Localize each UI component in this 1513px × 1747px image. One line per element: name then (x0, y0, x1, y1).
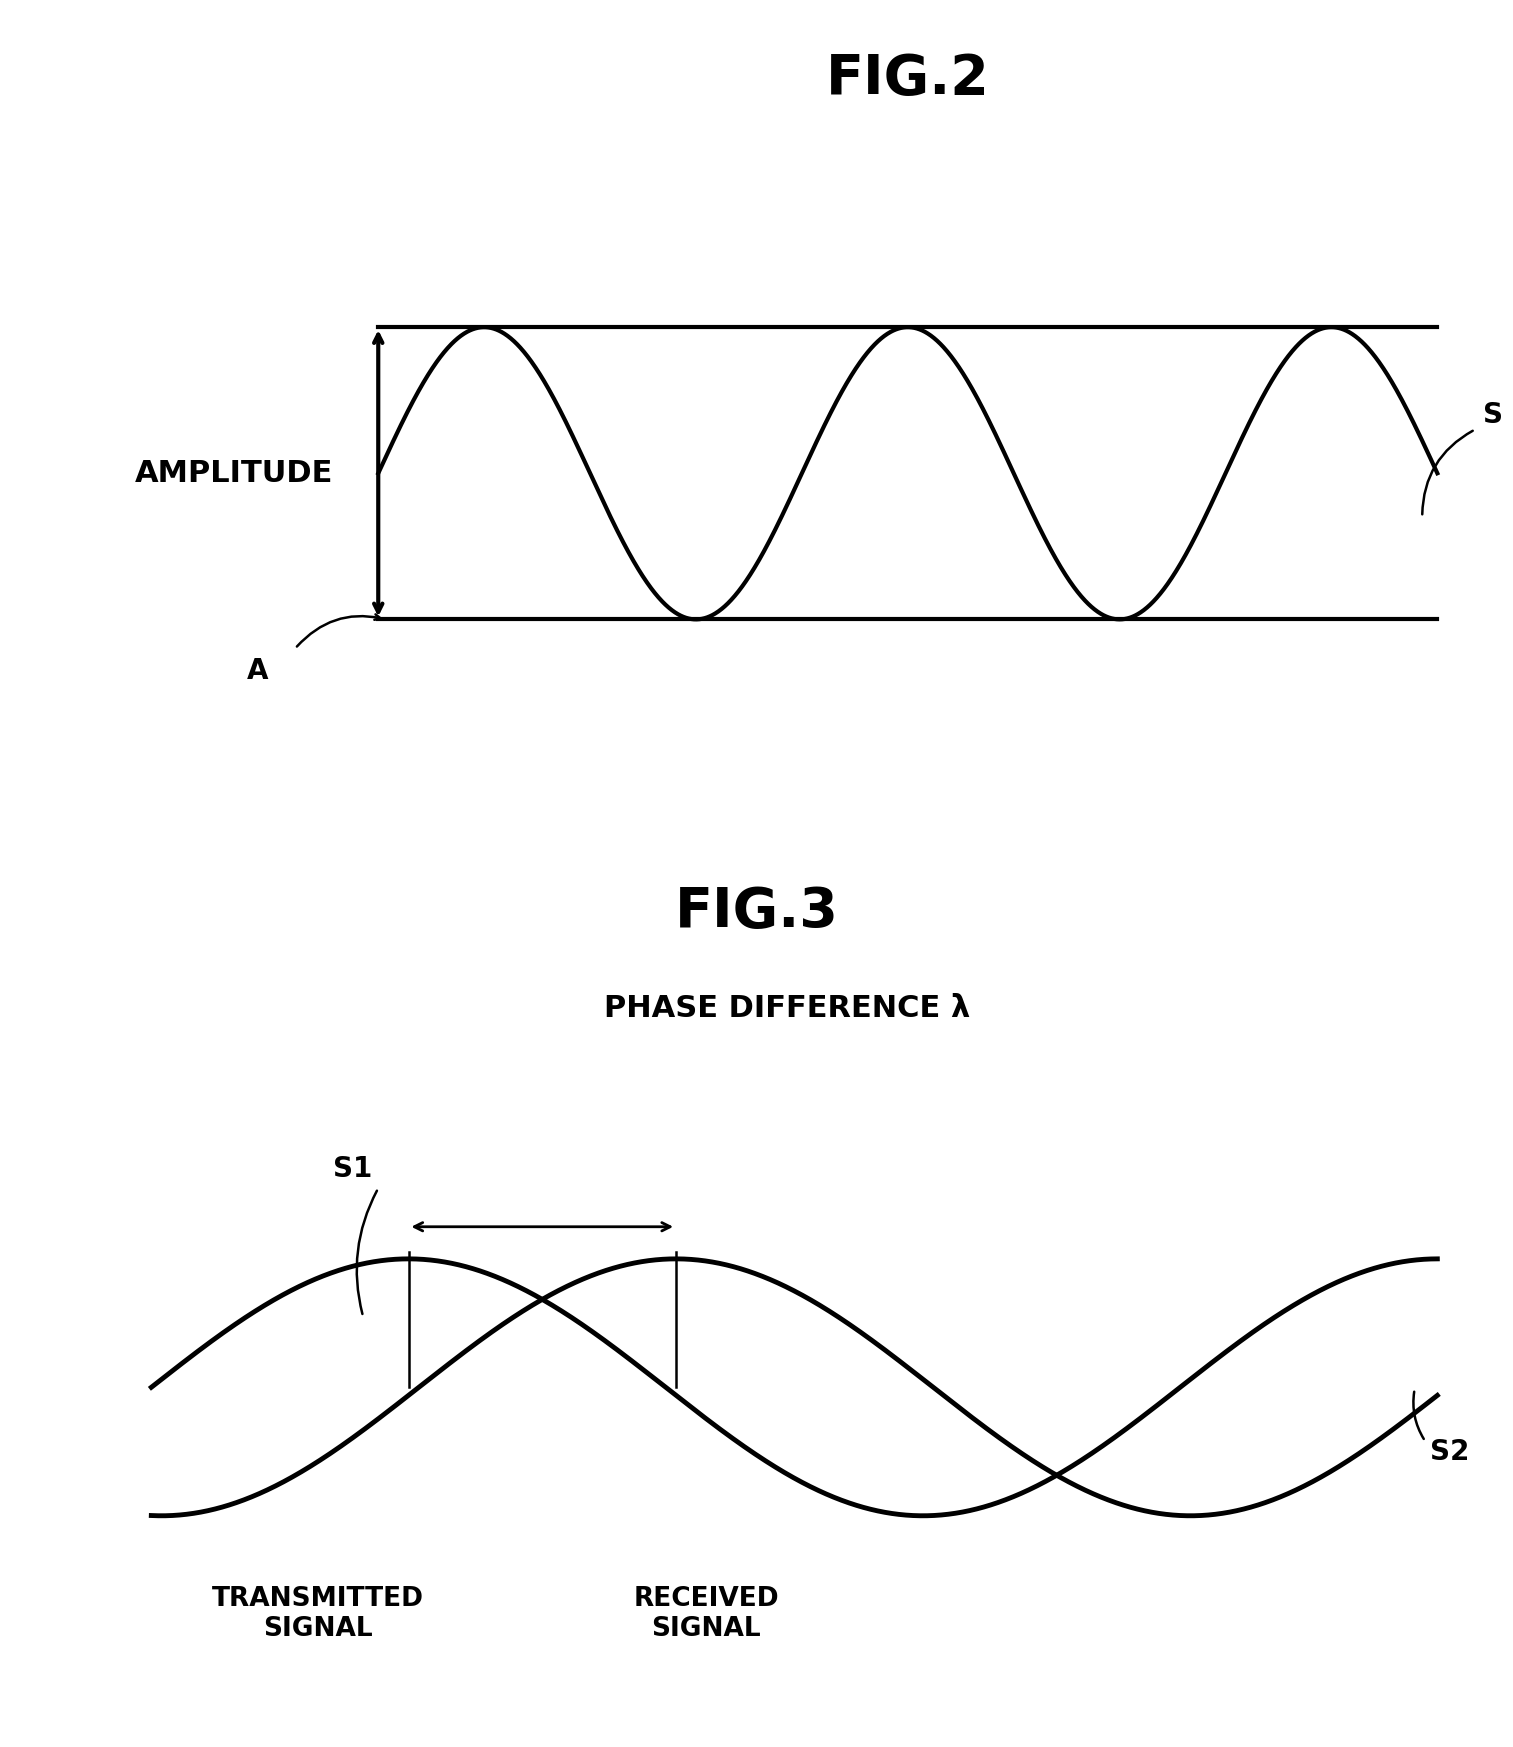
Text: RECEIVED
SIGNAL: RECEIVED SIGNAL (634, 1586, 779, 1642)
Text: AMPLITUDE: AMPLITUDE (135, 459, 333, 487)
Text: S2: S2 (1430, 1438, 1469, 1466)
Text: FIG.3: FIG.3 (675, 886, 838, 940)
Text: TRANSMITTED
SIGNAL: TRANSMITTED SIGNAL (212, 1586, 424, 1642)
Text: A: A (247, 657, 268, 685)
Text: FIG.2: FIG.2 (826, 52, 990, 107)
Text: PHASE DIFFERENCE λ: PHASE DIFFERENCE λ (604, 994, 970, 1024)
Text: S1: S1 (333, 1155, 372, 1183)
Text: S: S (1483, 400, 1502, 428)
